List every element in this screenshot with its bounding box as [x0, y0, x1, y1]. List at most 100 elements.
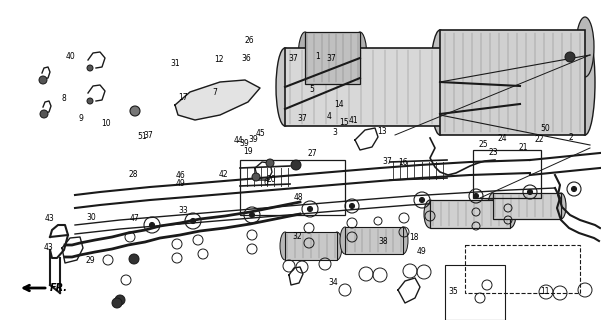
Text: 37: 37	[288, 54, 298, 63]
Ellipse shape	[276, 48, 294, 126]
Circle shape	[474, 194, 478, 198]
Text: 44: 44	[234, 136, 243, 145]
Circle shape	[252, 173, 260, 181]
Text: 10: 10	[102, 119, 111, 128]
Bar	[430, 200, 510, 228]
Text: 39: 39	[239, 139, 249, 148]
Text: 37: 37	[143, 131, 153, 140]
Ellipse shape	[511, 48, 529, 126]
Ellipse shape	[576, 17, 594, 77]
Text: 49: 49	[175, 179, 185, 188]
Text: 22: 22	[534, 135, 544, 144]
Bar	[285, 232, 337, 260]
Bar	[440, 30, 585, 135]
Text: 24: 24	[498, 134, 507, 143]
Text: 14: 14	[334, 100, 344, 109]
Circle shape	[87, 65, 93, 71]
Text: 20: 20	[267, 175, 276, 184]
Text: 26: 26	[245, 36, 254, 45]
Text: 23: 23	[488, 148, 498, 157]
Text: 15: 15	[339, 118, 349, 127]
Circle shape	[249, 212, 254, 218]
Text: 28: 28	[128, 170, 138, 179]
Ellipse shape	[556, 193, 566, 219]
Text: 6: 6	[264, 178, 269, 187]
Ellipse shape	[298, 32, 312, 84]
Text: 42: 42	[218, 170, 228, 179]
Bar	[493, 193, 561, 219]
Ellipse shape	[332, 232, 342, 260]
Text: 21: 21	[518, 143, 528, 152]
Text: 37: 37	[326, 54, 336, 63]
Text: 48: 48	[294, 193, 304, 202]
Bar	[465, 245, 580, 293]
Text: 37: 37	[383, 157, 392, 166]
Circle shape	[565, 52, 575, 62]
Circle shape	[419, 197, 424, 203]
Bar	[473, 150, 541, 198]
Text: 27: 27	[307, 149, 317, 158]
Text: 50: 50	[540, 124, 550, 132]
Text: 3: 3	[332, 128, 337, 137]
Bar	[285, 48, 520, 126]
Ellipse shape	[424, 200, 436, 228]
Ellipse shape	[575, 30, 595, 135]
Circle shape	[266, 159, 274, 167]
Ellipse shape	[340, 227, 350, 254]
Circle shape	[350, 204, 355, 209]
Text: 25: 25	[478, 140, 488, 149]
Text: 36: 36	[242, 54, 251, 63]
Circle shape	[291, 160, 301, 170]
Text: 18: 18	[409, 233, 418, 242]
Circle shape	[112, 298, 122, 308]
Text: 41: 41	[349, 116, 358, 125]
Text: 31: 31	[170, 59, 180, 68]
Text: 4: 4	[327, 112, 332, 121]
Text: 46: 46	[175, 171, 185, 180]
Text: 34: 34	[329, 278, 338, 287]
Circle shape	[150, 222, 154, 228]
Text: 11: 11	[540, 287, 549, 296]
Circle shape	[572, 187, 576, 191]
Text: 2: 2	[569, 133, 573, 142]
Ellipse shape	[280, 232, 290, 260]
Bar	[445, 265, 505, 320]
Text: 29: 29	[85, 256, 95, 265]
Ellipse shape	[398, 227, 408, 254]
Text: 38: 38	[378, 237, 388, 246]
Text: 5: 5	[309, 85, 314, 94]
Text: 7: 7	[213, 88, 218, 97]
Polygon shape	[175, 80, 260, 120]
Text: 19: 19	[243, 147, 253, 156]
Text: 13: 13	[377, 127, 386, 136]
Text: 9: 9	[78, 114, 83, 123]
Circle shape	[39, 76, 47, 84]
Text: 17: 17	[178, 93, 188, 102]
Text: 16: 16	[398, 158, 408, 167]
Circle shape	[87, 98, 93, 104]
Text: 43: 43	[43, 243, 53, 252]
Text: 45: 45	[255, 129, 265, 138]
Text: 1: 1	[315, 52, 320, 60]
Circle shape	[191, 219, 195, 223]
Text: 33: 33	[178, 206, 188, 215]
Text: 32: 32	[293, 232, 302, 241]
Ellipse shape	[488, 193, 498, 219]
Text: 39: 39	[249, 135, 258, 144]
Ellipse shape	[353, 32, 367, 84]
Text: 43: 43	[45, 214, 55, 223]
Text: 30: 30	[87, 213, 96, 222]
Circle shape	[129, 254, 139, 264]
Text: 8: 8	[62, 94, 67, 103]
Text: 47: 47	[130, 214, 139, 223]
Circle shape	[308, 206, 313, 212]
Circle shape	[40, 110, 48, 118]
Text: 37: 37	[297, 114, 307, 123]
Circle shape	[528, 189, 532, 195]
Text: 12: 12	[214, 55, 224, 64]
Text: 35: 35	[449, 287, 459, 296]
Circle shape	[115, 295, 125, 305]
Bar	[345, 227, 403, 254]
Text: FR.: FR.	[50, 283, 68, 293]
Bar	[240, 160, 345, 215]
